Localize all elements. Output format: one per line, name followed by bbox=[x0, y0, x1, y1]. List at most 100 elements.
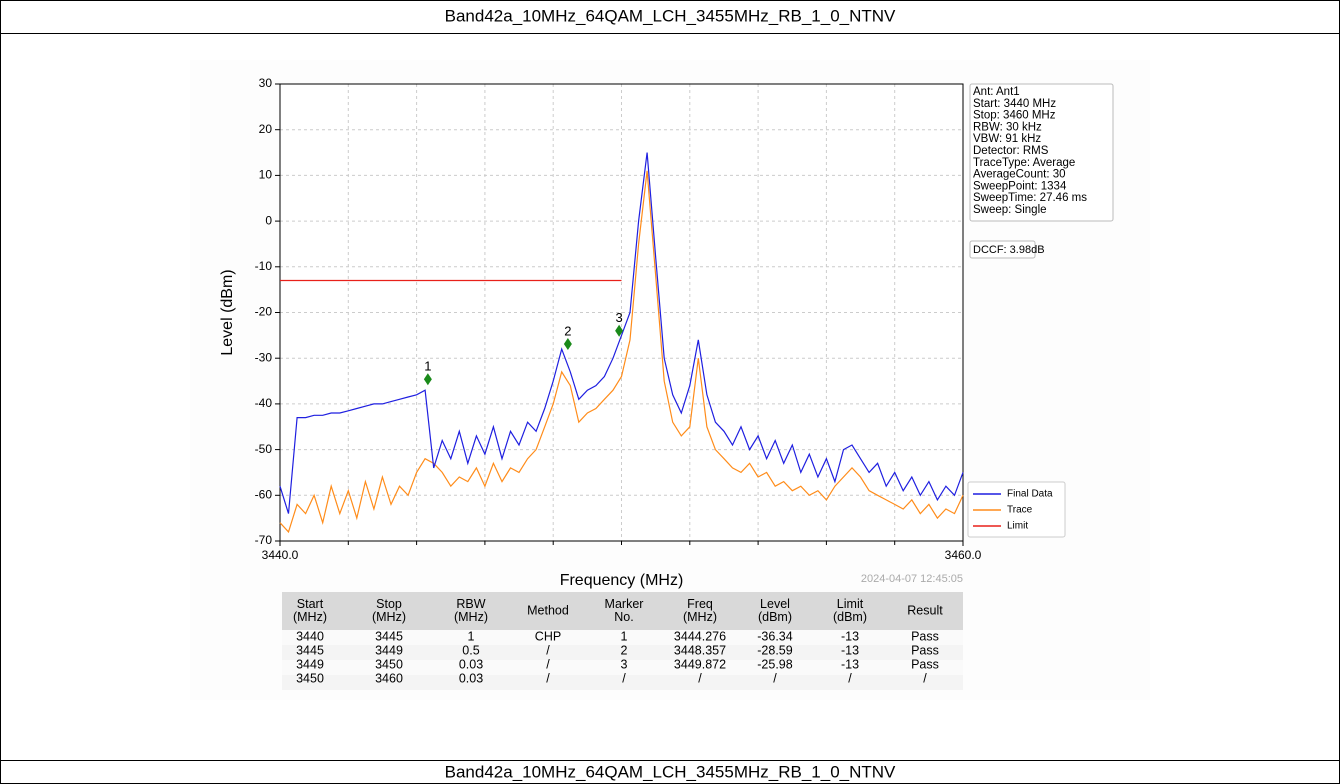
x-tick-label: 3460.0 bbox=[945, 548, 982, 562]
table-cell: 0.5 bbox=[462, 643, 479, 657]
table-header-cell: Freq bbox=[687, 597, 713, 611]
y-tick-label: -70 bbox=[255, 533, 273, 547]
legend-box bbox=[967, 481, 1066, 538]
footer-title: Band42a_10MHz_64QAM_LCH_3455MHz_RB_1_0_N… bbox=[445, 762, 896, 781]
table-cell: / bbox=[848, 671, 852, 685]
table-cell: 0.03 bbox=[459, 671, 483, 685]
marker bbox=[423, 373, 432, 386]
info-line: Start: 3440 MHz bbox=[973, 98, 1056, 110]
table-cell: 3460 bbox=[375, 671, 403, 685]
table-row-bg bbox=[282, 630, 963, 645]
table-cell: 3450 bbox=[375, 657, 403, 671]
table-header-cell: (MHz) bbox=[683, 610, 717, 624]
table-cell: 3450 bbox=[296, 671, 324, 685]
timestamp: 2024-04-07 12:45:05 bbox=[861, 573, 963, 585]
info-line: SweepPoint: 1334 bbox=[973, 180, 1067, 192]
table-cell: -13 bbox=[841, 643, 859, 657]
table-cell: 0.03 bbox=[459, 657, 483, 671]
plot-frame bbox=[279, 83, 964, 542]
table-cell: 3449.872 bbox=[674, 657, 726, 671]
series-line bbox=[279, 170, 964, 534]
table-cell: 3 bbox=[621, 657, 628, 671]
table-header-cell: Limit bbox=[837, 597, 864, 611]
x-axis-label: Frequency (MHz) bbox=[560, 572, 684, 589]
marker bbox=[563, 338, 572, 351]
marker bbox=[615, 324, 624, 337]
table-cell: / bbox=[923, 671, 927, 685]
info-line: TraceType: Average bbox=[973, 157, 1075, 169]
table-header-cell: (dBm) bbox=[758, 610, 792, 624]
table-cell: -28.59 bbox=[757, 643, 792, 657]
table-header-cell: Method bbox=[527, 603, 569, 617]
y-tick-label: -10 bbox=[255, 259, 273, 273]
marker-label: 3 bbox=[615, 310, 622, 325]
y-tick-label: -50 bbox=[255, 442, 273, 456]
table-header-cell: No. bbox=[614, 610, 633, 624]
table-cell: / bbox=[546, 657, 550, 671]
info-line: RBW: 30 kHz bbox=[973, 121, 1042, 133]
y-tick-label: 20 bbox=[259, 122, 273, 136]
table-cell: -36.34 bbox=[757, 629, 792, 643]
header-title: Band42a_10MHz_64QAM_LCH_3455MHz_RB_1_0_N… bbox=[445, 6, 896, 25]
y-tick-label: -60 bbox=[255, 487, 273, 501]
table-cell: 3445 bbox=[296, 643, 324, 657]
info-line: Stop: 3460 MHz bbox=[973, 110, 1056, 122]
table-row-bg bbox=[282, 660, 963, 675]
dccf-box bbox=[969, 240, 1036, 259]
table-cell: / bbox=[546, 643, 550, 657]
info-line: Detector: RMS bbox=[973, 145, 1049, 157]
table-cell: 3440 bbox=[296, 629, 324, 643]
table-header-cell: Start bbox=[297, 597, 324, 611]
table-cell: 2 bbox=[621, 643, 628, 657]
info-line: VBW: 91 kHz bbox=[973, 133, 1041, 145]
table-header-cell: Level bbox=[760, 597, 790, 611]
table-cell: -25.98 bbox=[757, 657, 792, 671]
table-cell: 1 bbox=[468, 629, 475, 643]
table-cell: -13 bbox=[841, 629, 859, 643]
table-cell: 3449 bbox=[375, 643, 403, 657]
table-cell: Pass bbox=[911, 629, 939, 643]
y-tick-label: -40 bbox=[255, 396, 273, 410]
table-header-bg bbox=[282, 592, 963, 630]
info-line: Ant: Ant1 bbox=[973, 86, 1020, 98]
y-tick-label: -20 bbox=[255, 305, 273, 319]
table-cell: 3449 bbox=[296, 657, 324, 671]
x-tick-label: 3440.0 bbox=[262, 548, 299, 562]
table-header-cell: Result bbox=[907, 603, 943, 617]
table-header-cell: Marker bbox=[605, 597, 644, 611]
table-cell: 3445 bbox=[375, 629, 403, 643]
table-cell: / bbox=[773, 671, 777, 685]
table-header-cell: (MHz) bbox=[372, 610, 406, 624]
info-line: AverageCount: 30 bbox=[973, 169, 1066, 181]
legend-label: Final Data bbox=[1007, 489, 1053, 500]
legend-label: Limit bbox=[1007, 521, 1028, 532]
table-header-cell: RBW bbox=[456, 597, 485, 611]
legend-label: Trace bbox=[1007, 505, 1033, 516]
table-cell: Pass bbox=[911, 657, 939, 671]
table-cell: / bbox=[698, 671, 702, 685]
table-header-cell: Stop bbox=[376, 597, 402, 611]
table-header-cell: (MHz) bbox=[293, 610, 327, 624]
y-tick-label: 10 bbox=[259, 168, 273, 182]
table-cell: -13 bbox=[841, 657, 859, 671]
table-cell: 3444.276 bbox=[674, 629, 726, 643]
y-tick-label: 0 bbox=[265, 213, 272, 227]
info-line: SweepTime: 27.46 ms bbox=[973, 192, 1087, 204]
table-row-bg bbox=[282, 675, 963, 690]
table-cell: CHP bbox=[535, 629, 561, 643]
y-tick-label: -30 bbox=[255, 350, 273, 364]
info-box bbox=[969, 83, 1114, 222]
dccf: DCCF: 3.98dB bbox=[973, 244, 1045, 256]
table-cell: 3448.357 bbox=[674, 643, 726, 657]
table-cell: / bbox=[622, 671, 626, 685]
marker-label: 1 bbox=[424, 359, 431, 374]
table-cell: 1 bbox=[621, 629, 628, 643]
table-cell: Pass bbox=[911, 643, 939, 657]
info-line: Sweep: Single bbox=[973, 204, 1047, 216]
table-cell: / bbox=[546, 671, 550, 685]
table-row-bg bbox=[282, 645, 963, 660]
marker-label: 2 bbox=[564, 323, 571, 338]
y-tick-label: 30 bbox=[259, 76, 273, 90]
y-axis-label: Level (dBm) bbox=[219, 269, 236, 355]
